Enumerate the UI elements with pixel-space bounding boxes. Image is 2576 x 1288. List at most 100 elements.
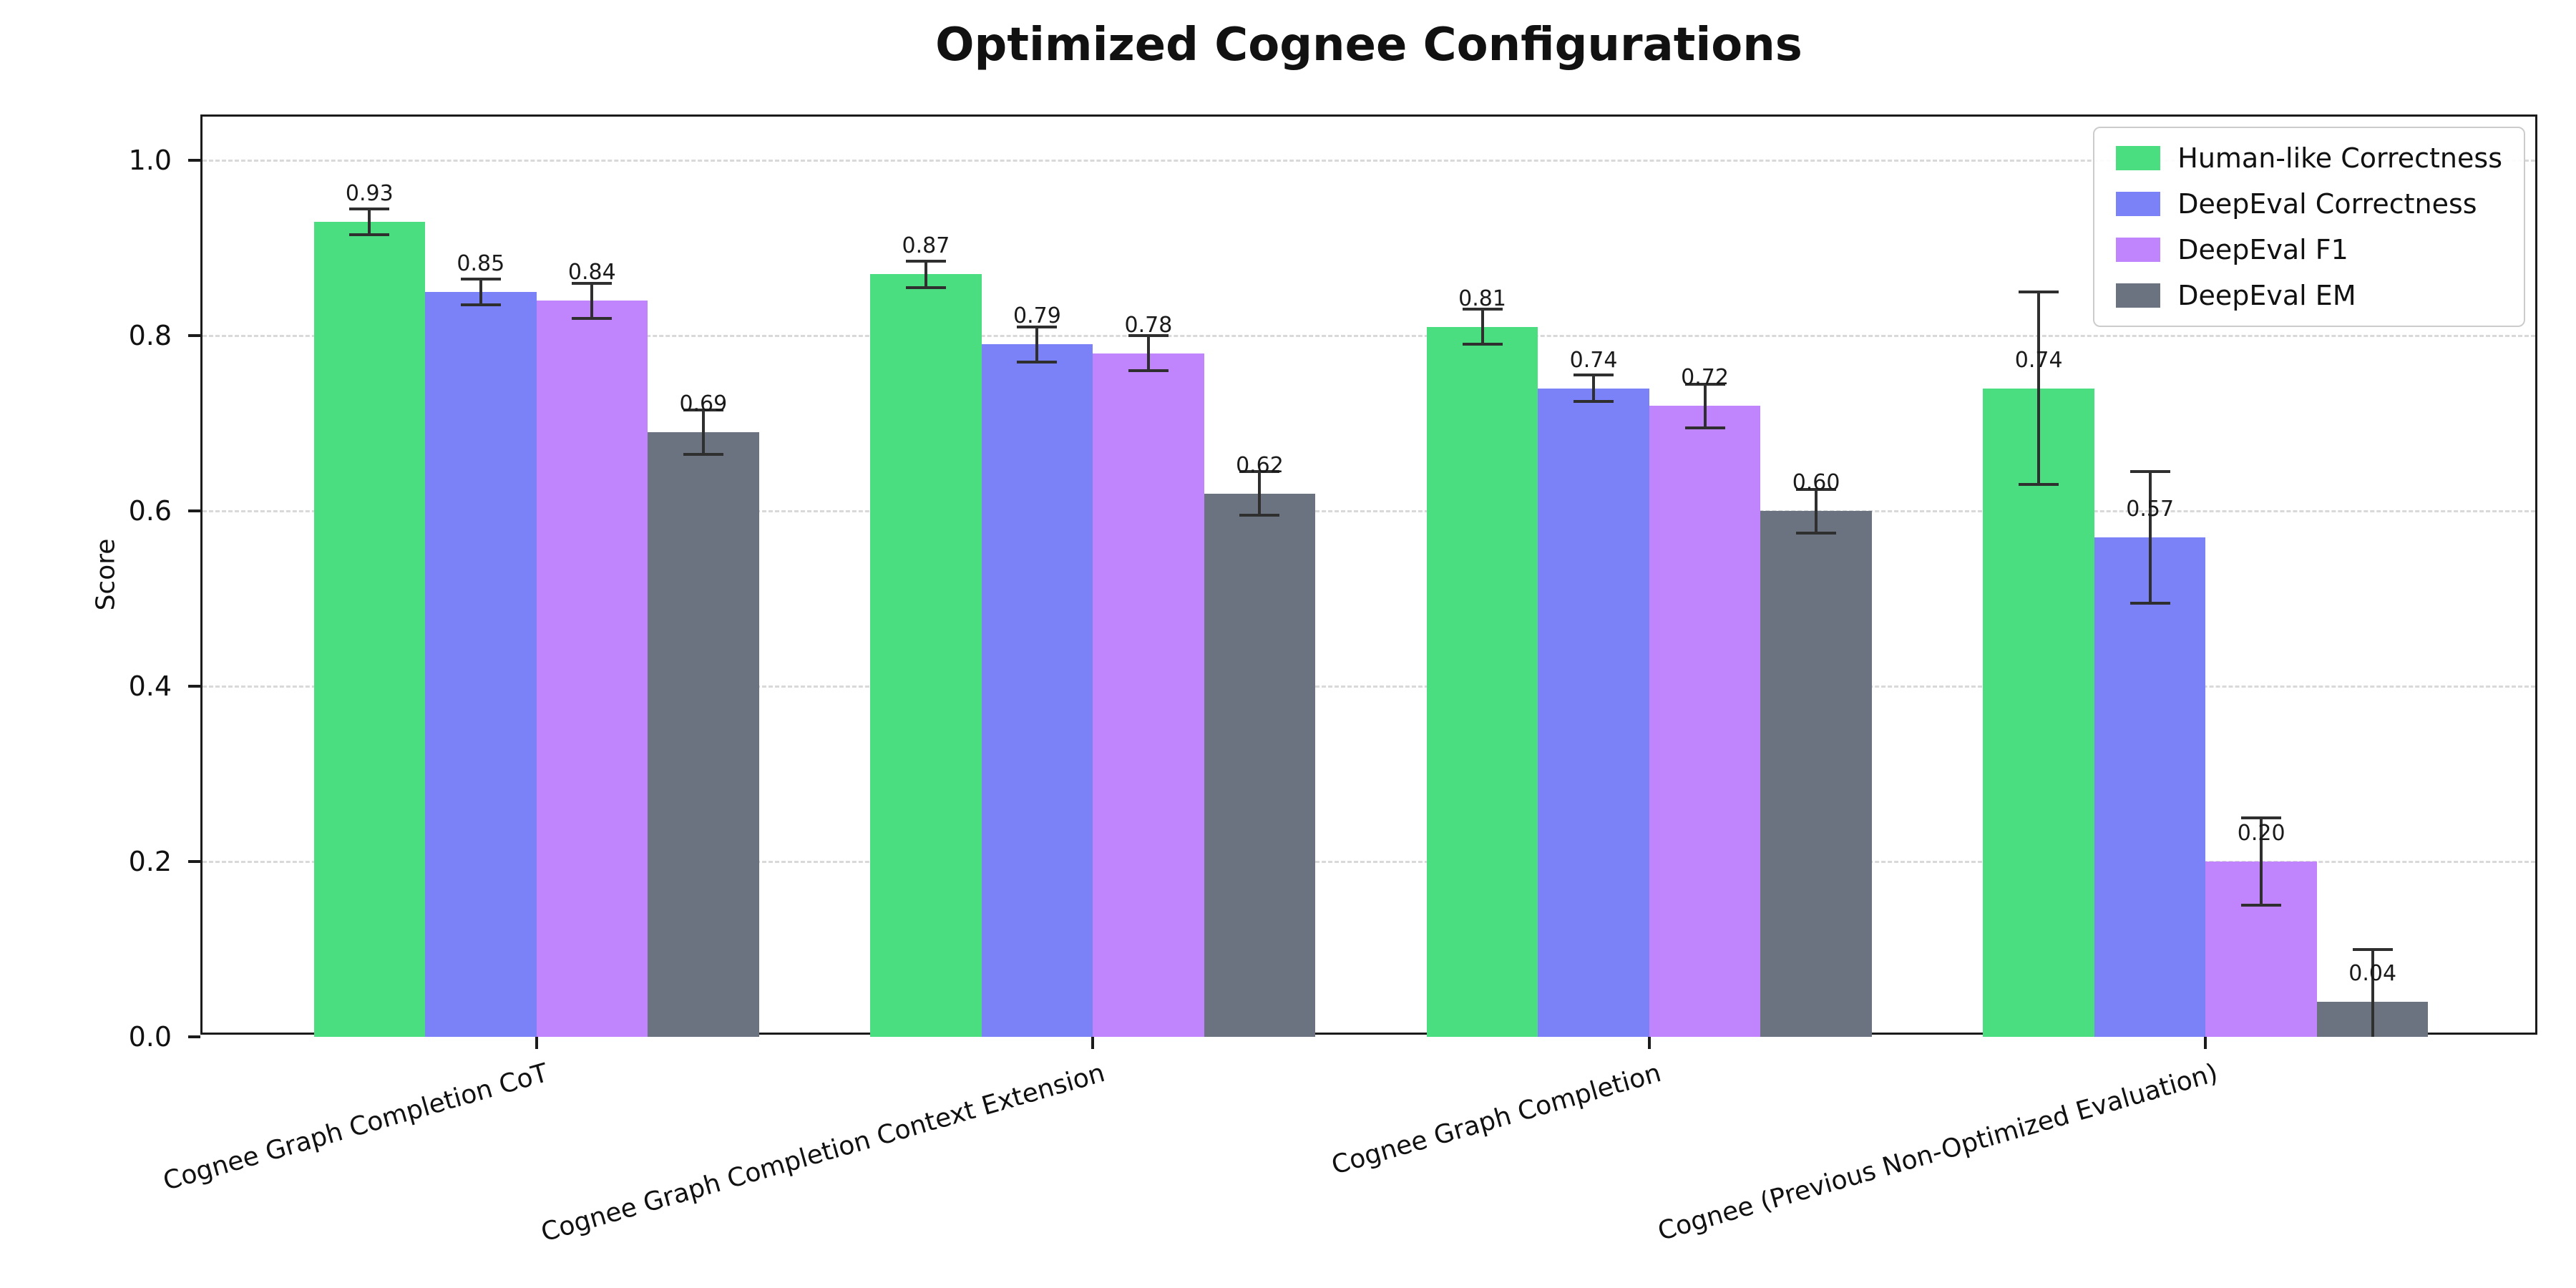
legend-item: DeepEval F1: [2116, 234, 2502, 265]
y-tick-label: 0.6: [128, 495, 172, 527]
x-tick-mark: [1647, 1037, 1651, 1049]
error-bar-cap-top: [1017, 325, 1058, 328]
bar-value-label: 0.72: [1681, 365, 1729, 391]
bar: [2094, 537, 2206, 1037]
y-tick-mark: [188, 509, 200, 513]
bar-value-label: 0.04: [2348, 961, 2397, 986]
y-tick-mark: [188, 334, 200, 338]
plot-area: 0.0 0.2 0.4 0.6 0.8 1.0 Cognee Graph Completio…: [129, 114, 2537, 1248]
bar-value-label: 0.57: [2126, 496, 2175, 522]
x-tick-label: Cognee Graph Completion Context Extensio…: [537, 1058, 1108, 1248]
bar-value-label: 0.78: [1124, 312, 1173, 338]
error-bar-cap-bottom: [1239, 514, 1280, 517]
legend-label: Human-like Correctness: [2177, 142, 2502, 174]
chart-title: Optimized Cognee Configurations: [935, 19, 1802, 72]
error-bar-cap-top: [1684, 382, 1725, 386]
error-bar-line: [1480, 309, 1484, 345]
bar-value-label: 0.62: [1236, 452, 1284, 478]
bar: [313, 221, 426, 1037]
legend-item: Human-like Correctness: [2116, 142, 2502, 174]
legend-label: DeepEval F1: [2177, 234, 2348, 265]
error-bar-cap-top: [1128, 334, 1169, 338]
bar: [870, 274, 982, 1037]
y-tick-label: 0.4: [128, 670, 172, 703]
x-tick-mark: [535, 1037, 538, 1049]
error-bar-line: [479, 278, 482, 306]
error-bar-cap-bottom: [572, 316, 613, 320]
legend-item: DeepEval Correctness: [2116, 188, 2502, 220]
bar: [536, 301, 648, 1037]
error-bar-line: [1035, 326, 1039, 362]
legend: Human-like Correctness DeepEval Correctne…: [2093, 127, 2525, 327]
error-bar-line: [1703, 384, 1707, 428]
gridline: [203, 510, 2535, 513]
bar: [1983, 388, 2094, 1037]
gridline: [203, 861, 2535, 864]
error-bar-cap-bottom: [1574, 400, 1614, 404]
error-bar-cap-bottom: [2019, 483, 2059, 487]
bar-value-label: 0.85: [457, 250, 505, 276]
error-bar-line: [2371, 949, 2374, 1037]
error-bar-cap-top: [2241, 816, 2282, 819]
error-bar-cap-top: [683, 409, 723, 412]
legend-swatch: [2116, 192, 2161, 216]
bar-value-label: 0.79: [1013, 303, 1061, 329]
error-bar-cap-bottom: [1017, 360, 1058, 364]
bar-value-label: 0.20: [2237, 821, 2285, 847]
x-tick-label: Cognee Graph Completion CoT: [160, 1058, 552, 1197]
error-bar-cap-bottom: [1128, 369, 1169, 373]
error-bar-cap-top: [2352, 947, 2393, 951]
bar-value-label: 0.81: [1458, 286, 1506, 311]
error-bar-cap-top: [1239, 470, 1280, 474]
y-tick-mark: [188, 159, 200, 162]
y-tick-label: 0.2: [128, 846, 172, 878]
bar-value-label: 0.60: [1792, 470, 1840, 496]
error-bar-cap-top: [1574, 374, 1614, 377]
error-bar-cap-top: [572, 281, 613, 285]
error-bar-cap-top: [1462, 308, 1503, 311]
bar: [1426, 326, 1538, 1037]
legend-item: DeepEval EM: [2116, 280, 2502, 311]
bar: [648, 431, 759, 1037]
bar-value-label: 0.74: [1569, 347, 1618, 373]
error-bar-cap-bottom: [1796, 531, 1837, 535]
bar: [1204, 493, 1316, 1037]
error-bar-cap-top: [2129, 470, 2170, 474]
error-bar-cap-bottom: [2241, 904, 2282, 907]
bar-value-label: 0.74: [2014, 347, 2063, 373]
bar: [1538, 388, 1649, 1037]
error-bar-cap-top: [905, 260, 946, 263]
x-tick-mark: [2204, 1037, 2207, 1049]
bar-value-label: 0.69: [679, 391, 728, 416]
y-tick-label: 1.0: [128, 145, 172, 177]
y-tick-mark: [188, 1035, 200, 1038]
bar: [425, 291, 537, 1037]
x-tick-label: Cognee Graph Completion: [1328, 1058, 1665, 1181]
legend-swatch: [2116, 238, 2161, 262]
gridline: [203, 686, 2535, 688]
legend-swatch: [2116, 283, 2161, 308]
error-bar-cap-top: [460, 277, 501, 280]
error-bar-cap-top: [349, 207, 390, 210]
bar: [1760, 511, 1872, 1037]
error-bar-line: [701, 410, 705, 454]
bar-value-label: 0.93: [345, 180, 394, 206]
error-bar-line: [2260, 817, 2263, 906]
gridline: [203, 335, 2535, 338]
error-bar-cap-bottom: [905, 286, 946, 289]
legend-swatch: [2116, 146, 2161, 170]
error-bar-line: [1146, 336, 1150, 371]
bar: [1093, 353, 1204, 1037]
x-tick-mark: [1091, 1037, 1095, 1049]
error-bar-line: [2037, 291, 2041, 485]
y-tick-mark: [188, 860, 200, 864]
y-axis-label: Score: [91, 538, 121, 611]
error-bar-line: [2148, 472, 2152, 603]
bar: [981, 344, 1093, 1037]
error-bar-cap-bottom: [460, 303, 501, 307]
y-tick-mark: [188, 685, 200, 688]
error-bar-cap-top: [2019, 290, 2059, 293]
legend-label: DeepEval Correctness: [2177, 188, 2477, 220]
y-tick-label: 0.0: [128, 1021, 172, 1053]
